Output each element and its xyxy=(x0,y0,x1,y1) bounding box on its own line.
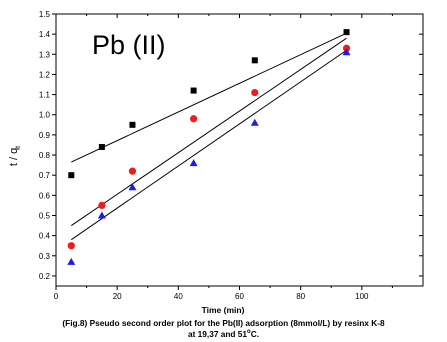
y-tick-label: 1.1 xyxy=(39,91,51,100)
y-tick-label: 1.2 xyxy=(39,70,51,79)
triangle-point xyxy=(128,183,137,191)
figure-caption-line-2: at 19,37 and 51oC. xyxy=(0,329,447,339)
square-point xyxy=(190,87,197,94)
y-tick-label: 0.8 xyxy=(39,151,51,160)
fit-line xyxy=(71,32,347,163)
triangle-point xyxy=(189,159,198,167)
x-axis-ticks: 0 20 40 60 80 100 xyxy=(54,14,393,301)
x-axis-label: Time (min) xyxy=(202,305,245,315)
fit-line xyxy=(71,37,347,226)
square-point xyxy=(68,172,75,179)
y-axis-label-subscript: t xyxy=(15,146,22,148)
x-tick-label: 60 xyxy=(235,292,244,301)
triangle-point xyxy=(97,211,106,219)
y-tick-label: 0.4 xyxy=(39,232,51,241)
figure-caption-line-1: (Fig.8) Pseudo second order plot for the… xyxy=(62,318,385,328)
degree-superscript: o xyxy=(247,329,251,336)
fit-lines xyxy=(71,32,347,241)
triangle-point xyxy=(342,48,351,56)
y-tick-label: 1.0 xyxy=(39,111,51,120)
x-tick-label: 20 xyxy=(113,292,122,301)
data-points xyxy=(67,29,351,265)
triangle-point xyxy=(67,257,76,265)
square-point xyxy=(251,57,258,64)
x-tick-label: 0 xyxy=(54,292,59,301)
y-tick-label: 0.3 xyxy=(39,252,51,261)
x-tick-label: 80 xyxy=(296,292,305,301)
square-point xyxy=(98,143,105,150)
circle-point xyxy=(98,201,106,210)
y-axis-ticks: 0.2 0.3 0.4 0.5 0.6 0.7 0.8 0.9 1.0 1.1 1.2 1.3 1.4 1… xyxy=(39,10,423,281)
y-tick-label: 0.7 xyxy=(39,171,51,180)
circle-point xyxy=(251,88,259,97)
circle-point xyxy=(342,44,351,52)
caption-text: at 19,37 and 51 xyxy=(187,329,248,339)
caption-unit: C. xyxy=(250,329,260,339)
y-axis-label: t / qt xyxy=(8,146,22,166)
y-axis-label-main: t / q xyxy=(8,148,20,166)
circle-point xyxy=(128,167,137,175)
x-tick-label: 40 xyxy=(174,292,183,301)
y-tick-label: 0.6 xyxy=(39,191,51,200)
y-tick-label: 0.9 xyxy=(39,131,51,140)
y-tick-label: 1.5 xyxy=(39,10,51,19)
y-tick-label: 1.4 xyxy=(39,30,51,39)
x-tick-label: 100 xyxy=(355,292,369,301)
fit-line xyxy=(71,49,347,241)
y-tick-label: 0.5 xyxy=(39,211,51,220)
circle-point xyxy=(67,242,75,250)
square-point xyxy=(129,121,136,128)
triangle-point xyxy=(250,118,259,126)
square-point xyxy=(343,29,350,36)
y-tick-label: 1.3 xyxy=(39,50,51,59)
chart-annotation: Pb (II) xyxy=(92,30,166,60)
y-tick-label: 0.2 xyxy=(39,272,51,281)
circle-point xyxy=(190,115,198,123)
